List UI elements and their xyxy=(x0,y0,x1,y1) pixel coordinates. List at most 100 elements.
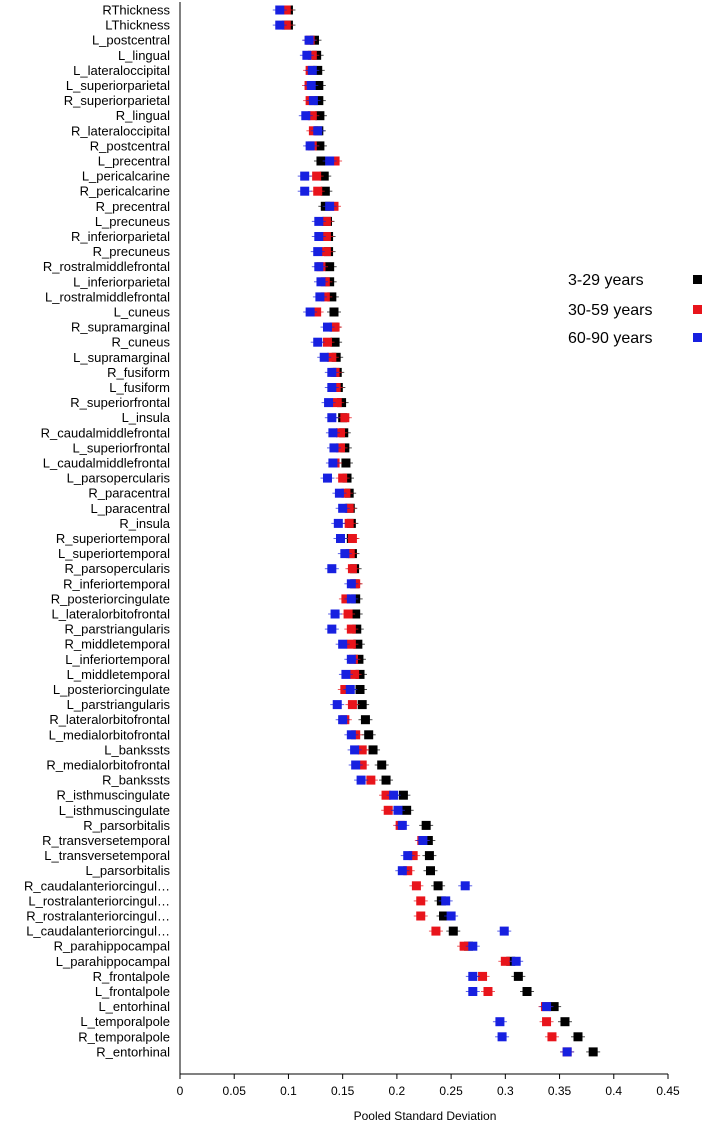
category-label: L_inferiorparietal xyxy=(73,274,170,289)
data-point xyxy=(468,987,478,996)
category-label: R_caudalmiddlefrontal xyxy=(41,425,170,440)
category-label: R_parsopercularis xyxy=(65,561,171,576)
data-point xyxy=(433,881,443,891)
category-label: L_lateralorbitofrontal xyxy=(51,607,170,622)
data-point xyxy=(346,654,356,664)
data-point xyxy=(300,186,310,196)
data-point xyxy=(522,987,532,996)
data-point xyxy=(357,700,367,710)
category-label: R_parstriangularis xyxy=(65,622,171,637)
data-point xyxy=(542,1002,552,1012)
data-point xyxy=(319,171,329,181)
data-point xyxy=(418,836,428,845)
x-tick-label: 0.35 xyxy=(548,1084,572,1098)
category-label: LThickness xyxy=(105,18,170,33)
category-label: R_fusiform xyxy=(107,365,170,380)
data-point xyxy=(499,926,509,936)
category-label: L_lingual xyxy=(118,48,170,63)
category-label: L_isthmuscingulate xyxy=(59,803,170,818)
data-point xyxy=(347,564,357,574)
data-point xyxy=(368,745,378,755)
category-label: L_supramarginal xyxy=(73,350,170,365)
data-point xyxy=(468,941,478,951)
category-label: R_superiorparietal xyxy=(64,93,170,108)
data-point xyxy=(321,247,331,257)
data-point xyxy=(483,987,493,996)
data-point xyxy=(300,171,310,181)
category-label: L_fusiform xyxy=(109,380,170,395)
data-point xyxy=(439,911,449,921)
category-label: R_lateralorbitofrontal xyxy=(49,712,170,727)
data-point xyxy=(315,141,325,151)
category-label: L_cuneus xyxy=(114,305,171,320)
legend-label: 3-29 years xyxy=(568,272,644,289)
data-point xyxy=(346,730,356,740)
data-point xyxy=(383,805,393,815)
data-point xyxy=(304,35,314,45)
category-label: L_bankssts xyxy=(104,742,170,757)
data-point xyxy=(468,971,478,981)
data-point xyxy=(314,232,324,241)
data-point xyxy=(478,971,488,981)
data-point xyxy=(312,171,322,181)
category-label: L_inferiortemporal xyxy=(65,652,170,667)
data-point xyxy=(346,624,356,634)
category-label: R_inferiorparietal xyxy=(71,229,170,244)
data-point xyxy=(321,232,331,241)
category-label: R_precentral xyxy=(96,199,171,214)
data-point xyxy=(328,428,338,438)
data-point xyxy=(327,624,337,634)
category-label: L_parsorbitalis xyxy=(85,863,170,878)
category-label: R_inferiortemporal xyxy=(63,576,170,591)
category-label: RThickness xyxy=(102,3,170,18)
data-point xyxy=(573,1032,583,1042)
data-point xyxy=(398,790,408,800)
category-label: L_insula xyxy=(122,410,171,425)
category-label: L_postcentral xyxy=(92,33,170,48)
data-point xyxy=(497,1032,507,1042)
category-label: L_superiorparietal xyxy=(66,78,170,93)
category-label: R_frontalpole xyxy=(93,969,170,984)
data-point xyxy=(347,700,357,710)
legend-swatch xyxy=(693,275,702,284)
legend-label: 30-59 years xyxy=(568,302,653,319)
category-label: R_parsorbitalis xyxy=(83,818,170,833)
data-point xyxy=(511,956,521,966)
category-label: L_parahippocampal xyxy=(56,954,170,969)
x-tick-label: 0.3 xyxy=(497,1084,514,1098)
category-label: L_posteriorcingulate xyxy=(53,682,170,697)
data-point xyxy=(307,65,317,75)
category-label: L_entorhinal xyxy=(98,999,170,1014)
category-label: R_entorhinal xyxy=(96,1044,170,1059)
category-label: L_precentral xyxy=(98,154,170,169)
data-point xyxy=(500,956,510,966)
x-axis-label: Pooled Standard Deviation xyxy=(354,1109,497,1123)
x-tick-label: 0.1 xyxy=(280,1084,297,1098)
data-point xyxy=(397,866,407,876)
x-tick-label: 0.25 xyxy=(439,1084,463,1098)
data-point xyxy=(441,896,451,906)
category-label: R_temporalpole xyxy=(78,1029,170,1044)
data-point xyxy=(319,352,329,362)
data-point xyxy=(341,669,351,679)
data-point xyxy=(350,669,360,679)
data-point xyxy=(355,685,365,694)
data-point xyxy=(313,337,323,347)
data-point xyxy=(313,126,323,136)
data-point xyxy=(343,609,353,619)
data-point xyxy=(381,775,391,785)
data-point xyxy=(402,805,412,815)
data-markers xyxy=(272,5,601,1057)
data-point xyxy=(562,1047,572,1057)
legend-swatch xyxy=(693,305,702,314)
data-point xyxy=(308,96,318,106)
data-point xyxy=(314,81,324,90)
category-label: L_lateraloccipital xyxy=(73,63,170,78)
data-point xyxy=(315,111,325,121)
data-point xyxy=(329,307,339,317)
data-point xyxy=(338,715,348,725)
legend-label: 60-90 years xyxy=(568,330,653,347)
data-point xyxy=(460,881,470,891)
category-labels: RThicknessLThicknessL_postcentralL_lingu… xyxy=(24,3,171,1060)
